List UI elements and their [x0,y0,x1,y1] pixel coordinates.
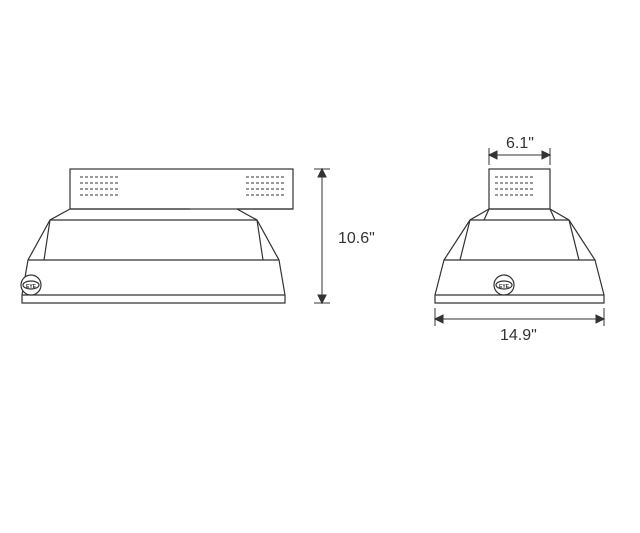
bottom-width-dimension [435,308,604,326]
top-width-label: 6.1" [506,135,534,152]
housing-box-side [489,169,550,209]
badge-text: EYE [26,284,37,290]
left-view: EYE [21,169,293,303]
eye-badge-left: EYE [21,275,41,295]
right-view: EYE [435,169,604,303]
shade-right [435,209,604,303]
bottom-width-label: 14.9" [500,327,537,344]
vent-slots-left [80,177,118,195]
height-label: 10.6" [338,230,375,247]
eye-badge-right: EYE [494,275,514,295]
vent-slots-right [246,177,284,195]
diagram-svg: EYE 10.6" [0,0,640,533]
height-dimension [314,169,330,303]
shade-left [22,209,293,303]
badge-text-right: EYE [499,284,510,290]
housing-box [70,169,293,209]
vent-slots-side [495,177,533,195]
dimension-diagram: EYE 10.6" [0,0,640,533]
